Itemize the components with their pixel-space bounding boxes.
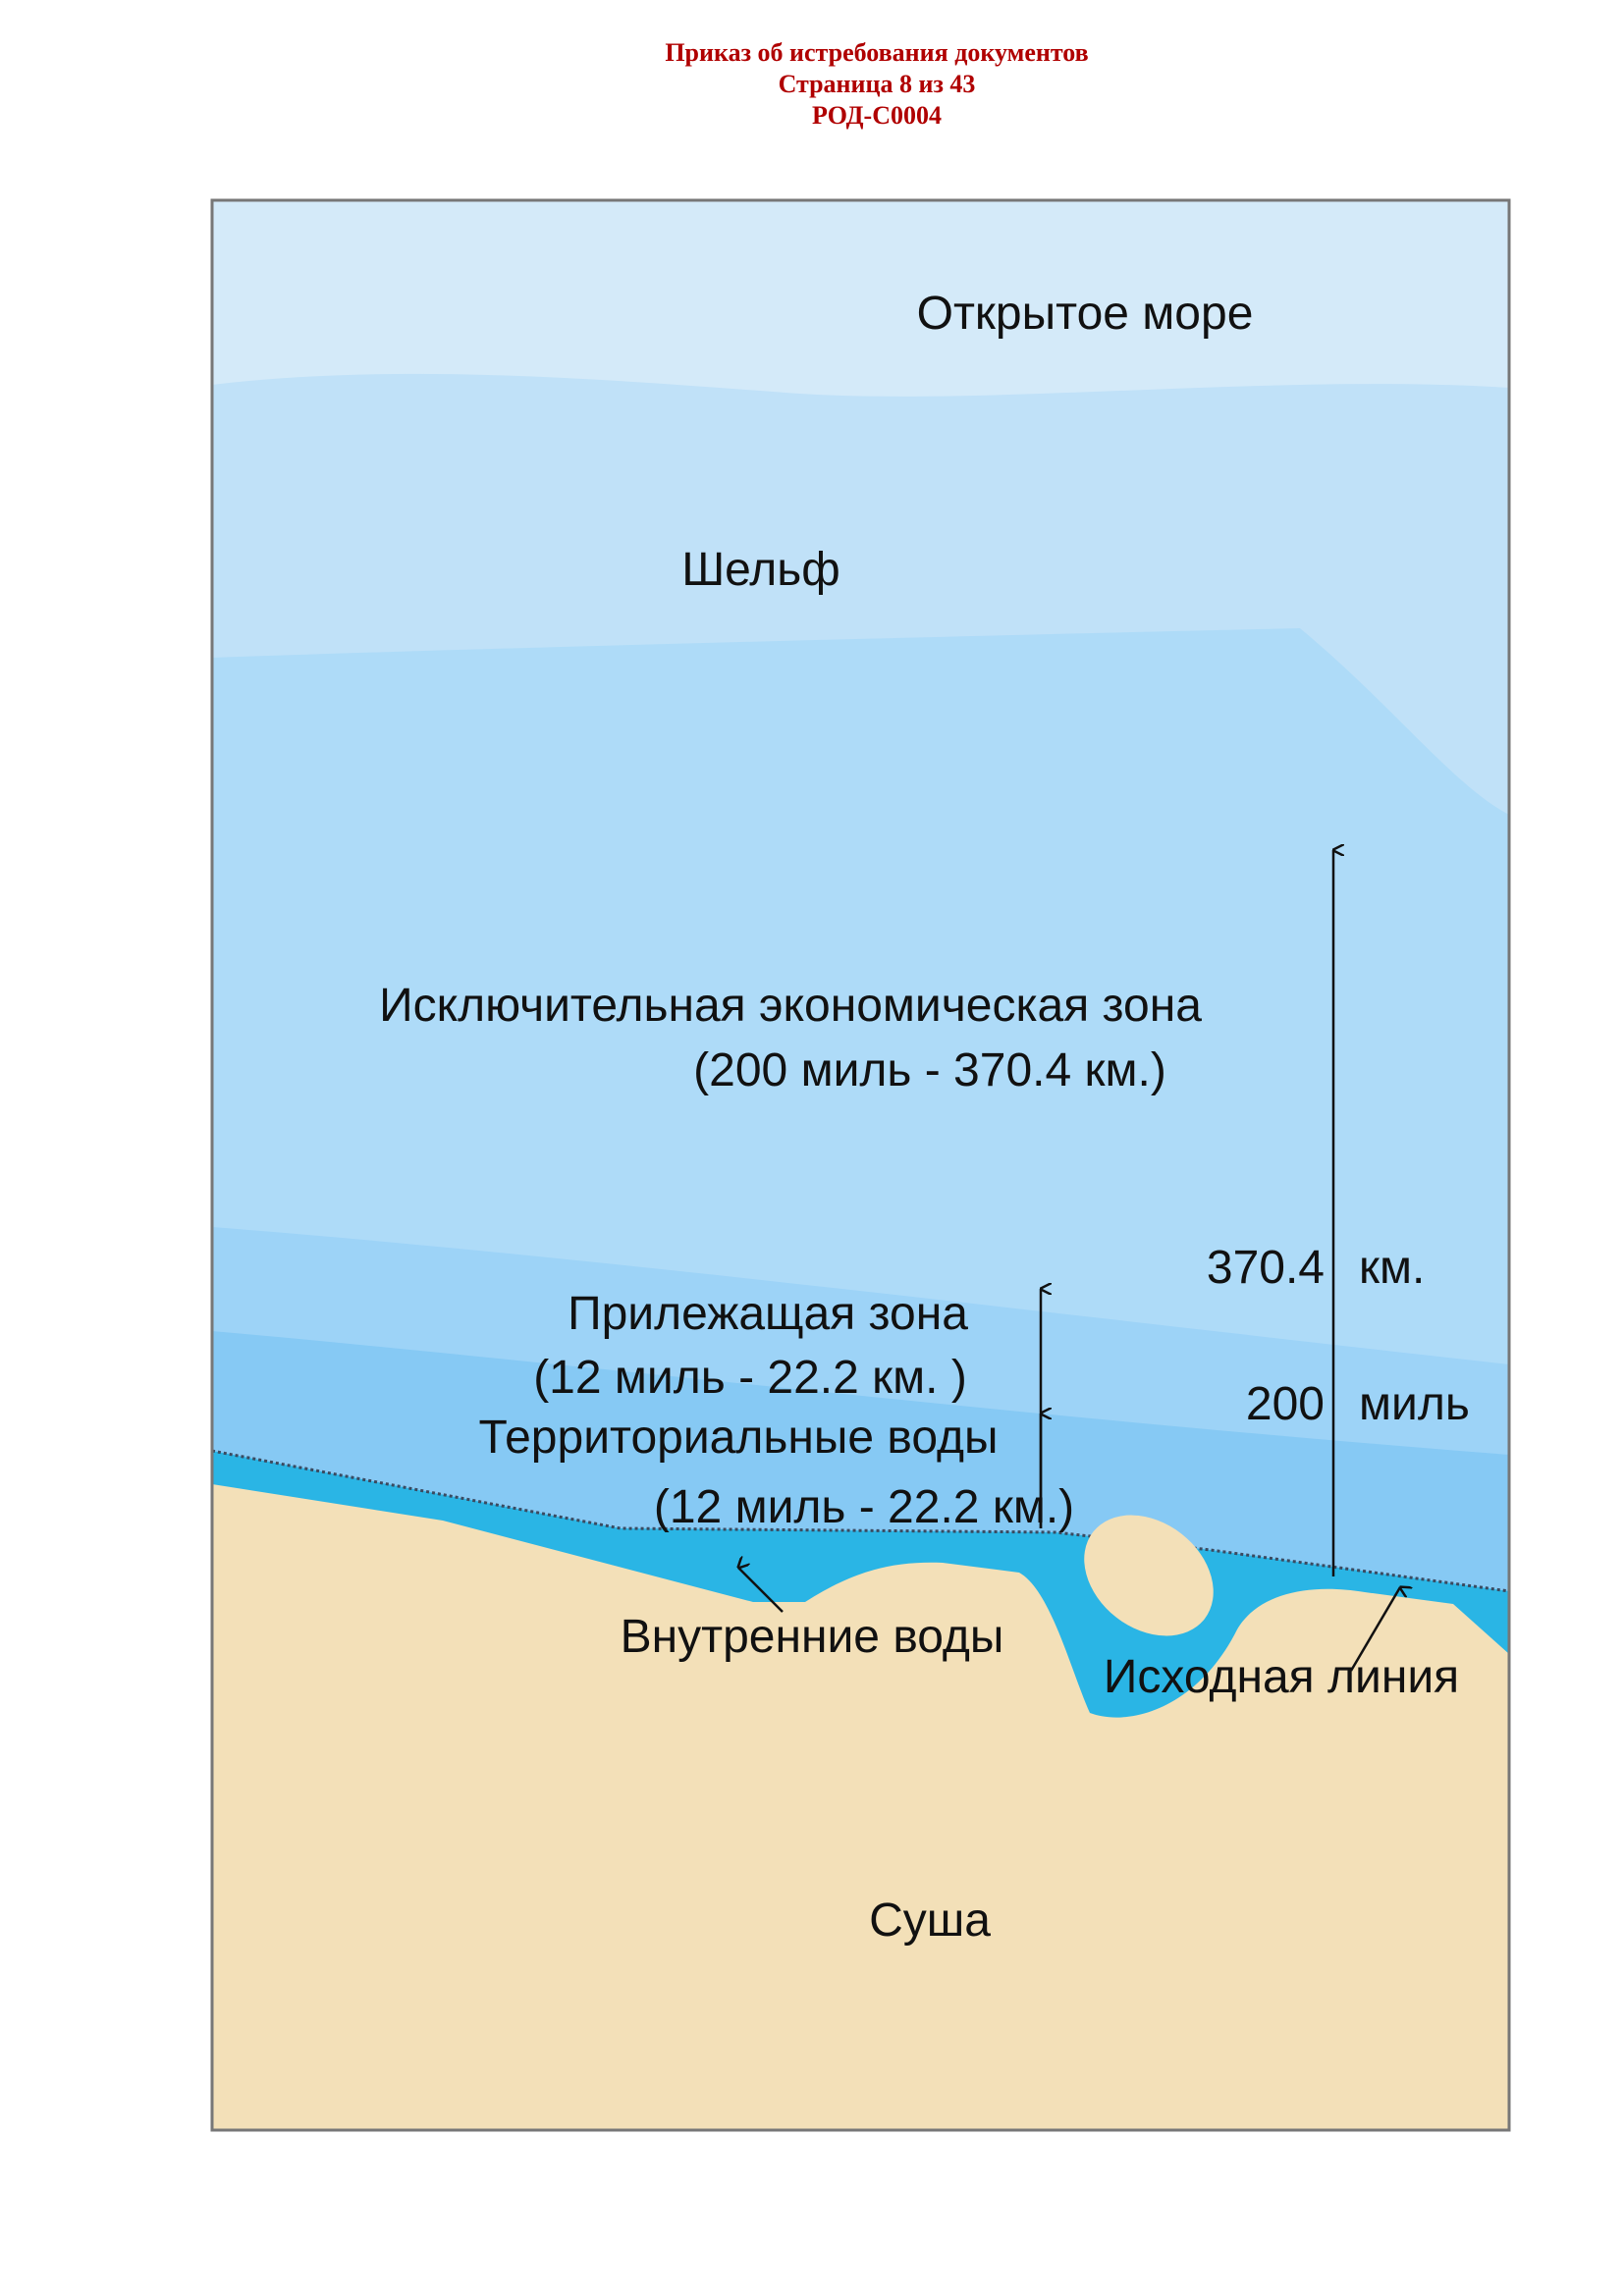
land: [212, 1484, 1509, 2130]
label-shelf: Шельф: [681, 544, 840, 596]
label-baseline: Исходная линия: [1104, 1651, 1459, 1703]
label-km-unit: км.: [1359, 1242, 1425, 1294]
document-title: Приказ об истребования документов: [665, 38, 1089, 67]
baseline-dotted-line: [212, 1449, 1509, 1593]
page-number: Страница 8 из 43: [778, 70, 976, 98]
diagram-frame: [210, 198, 1511, 2132]
internal-waters-arrow: [738, 1568, 784, 1613]
document-header: Приказ об истребования документов Страни…: [0, 37, 1624, 132]
label-internal-waters: Внутренние воды: [621, 1611, 1004, 1663]
label-miles-value: 200: [1246, 1378, 1325, 1430]
label-miles-unit: миль: [1359, 1378, 1470, 1430]
document-code: РОД-С0004: [812, 101, 942, 130]
baseline-arrow: [1349, 1587, 1400, 1672]
label-contiguous-range: (12 миль - 22.2 км. ): [533, 1352, 967, 1404]
label-territorial-range: (12 миль - 22.2 км.): [654, 1481, 1074, 1533]
label-high-seas: Открытое море: [917, 288, 1254, 340]
label-km-value: 370.4: [1207, 1242, 1325, 1294]
island: [1084, 1515, 1214, 1636]
label-land: Суша: [869, 1895, 991, 1947]
label-territorial: Территориальные воды: [478, 1412, 998, 1464]
label-contiguous: Прилежащая зона: [568, 1288, 968, 1340]
label-eez-range: (200 миль - 370.4 км.): [693, 1044, 1166, 1096]
label-eez: Исключительная экономическая зона: [379, 980, 1202, 1032]
